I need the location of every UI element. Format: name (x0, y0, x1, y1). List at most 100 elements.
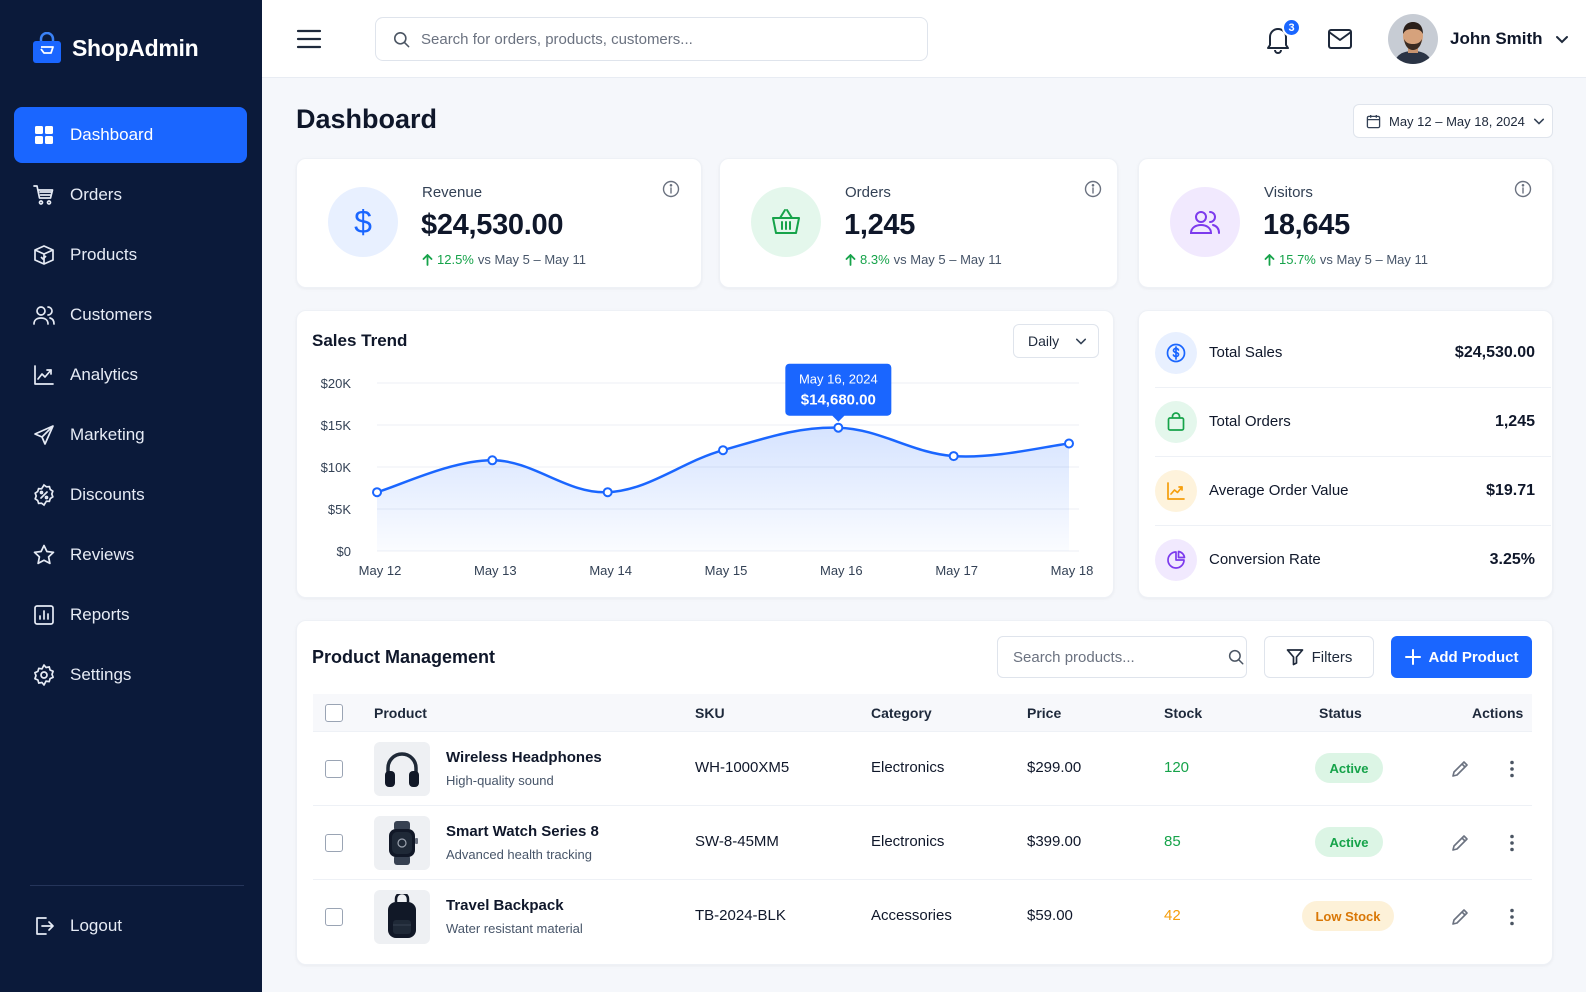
calendar-icon (1366, 114, 1381, 128)
data-point[interactable] (372, 487, 382, 498)
product-name[interactable]: Travel Backpack (446, 897, 564, 914)
product-description: Advanced health tracking (446, 847, 592, 862)
sidebar-item-discounts[interactable]: Discounts (14, 467, 247, 523)
column-header-category[interactable]: Category (871, 705, 932, 721)
arrow-up-icon (1264, 253, 1275, 266)
sidebar-item-settings[interactable]: Settings (14, 647, 247, 703)
chevron-down-icon (1076, 338, 1087, 345)
tooltip-value: $14,680.00 (801, 392, 876, 409)
chevron-down-icon (1555, 36, 1568, 44)
chart-tooltip: May 16, 2024 $14,680.00 (785, 363, 892, 422)
sidebar-item-orders[interactable]: Orders (14, 167, 247, 223)
sidebar-item-reports[interactable]: Reports (14, 587, 247, 643)
dollar-icon: $ (354, 205, 372, 239)
bell-icon[interactable] (1264, 24, 1292, 54)
summary-icon-wrap (1155, 538, 1197, 581)
data-point[interactable] (948, 451, 959, 462)
column-header-product[interactable]: Product (374, 705, 427, 721)
sales-trend-card: Sales Trend Daily $0 $5K $10K $15K $20K May … (296, 310, 1114, 598)
row-checkbox[interactable] (325, 760, 343, 778)
info-icon[interactable] (1084, 180, 1102, 198)
column-header-sku[interactable]: SKU (695, 705, 725, 721)
user-menu[interactable]: John Smith (1388, 14, 1569, 64)
sidebar-item-products[interactable]: Products (14, 227, 247, 283)
table-row[interactable]: Smart Watch Series 8 Advanced health tra… (313, 806, 1532, 880)
kpi-value: $24,530.00 (421, 209, 564, 241)
column-header-stock[interactable]: Stock (1164, 705, 1203, 721)
summary-label: Total Orders (1209, 413, 1291, 430)
data-point[interactable] (718, 445, 728, 456)
headphones-icon (385, 752, 419, 787)
table-row[interactable]: Travel Backpack Water resistant material… (313, 880, 1532, 954)
user-name: John Smith (1450, 29, 1543, 48)
search-input[interactable] (421, 30, 901, 48)
kpi-card-visitors: Visitors 18,645 15.7% vs May 5 – May 11 (1138, 158, 1553, 288)
summary-value: 1,245 (1494, 412, 1535, 430)
kpi-change-pct: 12.5% (437, 252, 474, 267)
edit-pencil-icon[interactable] (1450, 907, 1470, 927)
table-header: Product SKU Category Price Stock Status … (313, 694, 1532, 732)
sidebar-item-label: Discounts (70, 485, 145, 504)
summary-label: Total Sales (1209, 344, 1283, 361)
data-point[interactable] (487, 455, 498, 466)
report-icon (34, 605, 54, 625)
info-icon[interactable] (1514, 180, 1532, 198)
add-product-label: Add Product (1428, 648, 1519, 666)
product-category: Electronics (871, 759, 945, 776)
data-point[interactable] (833, 422, 844, 433)
search-icon (1228, 649, 1244, 665)
kpi-value: 18,645 (1263, 209, 1350, 241)
edit-pencil-icon[interactable] (1450, 759, 1470, 779)
more-vertical-icon[interactable] (1502, 907, 1522, 927)
date-range-picker[interactable]: May 12 – May 18, 2024 (1353, 104, 1553, 138)
info-icon[interactable] (662, 180, 680, 198)
product-category: Electronics (871, 833, 945, 850)
global-search[interactable] (375, 17, 928, 61)
product-name[interactable]: Wireless Headphones (446, 749, 602, 766)
kpi-value: 1,245 (844, 209, 916, 241)
kpi-change: 8.3% vs May 5 – May 11 (845, 252, 1002, 267)
summary-icon-wrap (1155, 469, 1197, 512)
filters-button[interactable]: Filters (1264, 636, 1374, 678)
more-vertical-icon[interactable] (1502, 833, 1522, 853)
sidebar-item-analytics[interactable]: Analytics (14, 347, 247, 403)
summary-row-total-sales: Total Sales $24,530.00 (1155, 318, 1535, 387)
more-vertical-icon[interactable] (1502, 759, 1522, 779)
period-select[interactable]: Daily (1013, 324, 1099, 358)
add-product-button[interactable]: Add Product (1391, 636, 1532, 678)
brand[interactable]: ShopAdmin (32, 32, 199, 64)
logout-icon (36, 917, 54, 935)
product-search[interactable] (997, 636, 1247, 678)
row-checkbox[interactable] (325, 834, 343, 852)
product-name[interactable]: Smart Watch Series 8 (446, 823, 599, 840)
select-all-checkbox[interactable] (325, 704, 343, 722)
hamburger-menu-icon[interactable] (296, 27, 322, 51)
edit-pencil-icon[interactable] (1450, 833, 1470, 853)
product-description: High-quality sound (446, 773, 554, 788)
row-checkbox[interactable] (325, 908, 343, 926)
data-point[interactable] (602, 487, 613, 498)
logout-button[interactable]: Logout (14, 898, 247, 954)
bag-icon (1167, 411, 1185, 431)
filter-icon (1286, 649, 1303, 666)
product-search-input[interactable] (1013, 648, 1213, 666)
summary-row-total-orders: Total Orders 1,245 (1155, 387, 1535, 456)
mail-icon[interactable] (1327, 27, 1353, 51)
top-header: 3 John Smith (262, 0, 1586, 78)
product-description: Water resistant material (446, 921, 583, 936)
sidebar-item-customers[interactable]: Customers (14, 287, 247, 343)
data-point[interactable] (1064, 438, 1074, 449)
kpi-label: Orders (845, 184, 891, 201)
sidebar-nav: Dashboard Orders Products Customers Anal… (14, 107, 247, 707)
column-header-price[interactable]: Price (1027, 705, 1062, 721)
sidebar-item-reviews[interactable]: Reviews (14, 527, 247, 583)
summary-value: $24,530.00 (1454, 343, 1535, 361)
table-row[interactable]: Wireless Headphones High-quality sound W… (313, 732, 1532, 806)
sidebar-item-marketing[interactable]: Marketing (14, 407, 247, 463)
summary-value: 3.25% (1489, 550, 1535, 568)
sidebar-item-dashboard[interactable]: Dashboard (14, 107, 247, 163)
product-price: $399.00 (1027, 833, 1082, 850)
users-icon (1189, 211, 1220, 234)
column-header-status[interactable]: Status (1319, 705, 1362, 721)
arrow-up-icon (422, 253, 433, 266)
